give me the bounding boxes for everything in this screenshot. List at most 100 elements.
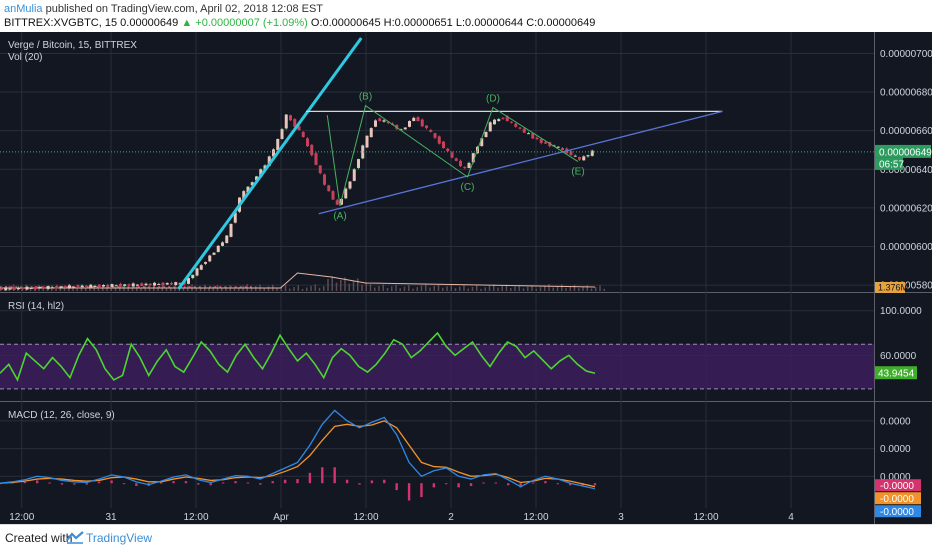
countdown-badge-text: 06:57 — [879, 159, 904, 170]
macd-value-badge — [875, 479, 921, 492]
macd-histogram-bar — [432, 483, 436, 488]
volume-bar — [403, 286, 406, 291]
candle-body — [450, 152, 454, 158]
volume-bar — [429, 287, 431, 291]
volume-bar — [297, 285, 299, 291]
candle-body — [361, 145, 365, 159]
volume-bar — [416, 287, 418, 291]
candle — [219, 286, 222, 289]
last-price-badge — [875, 144, 931, 158]
candle-body — [191, 274, 195, 279]
wave-path — [326, 104, 579, 207]
volume-bar — [46, 286, 49, 291]
volume-ma-line — [0, 272, 596, 289]
candle-body — [535, 137, 539, 140]
candle-body — [374, 120, 377, 127]
countdown-badge — [875, 157, 903, 170]
candle — [40, 286, 43, 289]
candle-body — [250, 182, 254, 186]
wave-label: (E) — [571, 167, 584, 178]
price-axis-tick-label: 0.00000680 — [880, 88, 932, 99]
macd-histogram-bar — [172, 481, 175, 484]
candle-body — [89, 284, 93, 288]
volume-bar — [501, 286, 503, 291]
candle-body — [306, 138, 309, 147]
candle-body — [25, 286, 29, 290]
volume-bar — [233, 288, 236, 291]
candle-body — [8, 288, 12, 290]
volume-bar — [263, 287, 265, 291]
candle-body — [221, 242, 224, 246]
ohlc-line: BITTREX:XVGBTC, 15 0.00000649 ▲ +0.00000… — [4, 17, 595, 29]
volume-bar — [535, 288, 537, 291]
candle — [158, 286, 161, 289]
macd-histogram-bar — [345, 479, 349, 484]
candle-body — [59, 286, 63, 288]
volume-bar — [378, 286, 380, 291]
candle-body — [365, 135, 369, 148]
macd-histogram-bar — [35, 480, 39, 484]
chart-svg[interactable]: 12:00 31 12:00 Apr 12:00 2 12:00 3 12:00 40.00000… — [0, 32, 932, 524]
candle-body — [12, 287, 16, 290]
candle — [168, 286, 171, 289]
candle-body — [289, 115, 292, 121]
volume-bar — [395, 284, 397, 291]
wave-label: (A) — [333, 211, 346, 222]
candle-body — [51, 287, 54, 289]
macd-histogram-bar — [358, 483, 361, 485]
candle-body — [276, 138, 280, 151]
candle-body — [327, 185, 331, 192]
candle-body — [369, 128, 373, 138]
candle-body — [204, 262, 207, 264]
rsi-band — [0, 344, 874, 389]
candle-body — [242, 191, 246, 200]
publish-info: published on TradingView.com, April 02, … — [45, 3, 324, 15]
volume-bar — [301, 288, 304, 291]
candle-body — [153, 282, 156, 286]
volume-bar — [467, 288, 469, 291]
candle-body — [170, 283, 173, 285]
candle — [209, 286, 212, 289]
volume-bar — [42, 288, 44, 291]
candle-body — [437, 136, 441, 144]
rsi-pane-title: RSI (14, hl2) — [8, 301, 64, 312]
macd-value-badge — [875, 492, 921, 505]
price-axis-tick-label: 0.00000600 — [880, 242, 932, 253]
macd-value-badge-text: -0.0000 — [880, 507, 914, 518]
candle-body — [569, 151, 573, 156]
author-link[interactable]: anMulia — [4, 3, 43, 15]
candle-body — [199, 265, 203, 270]
candle-body — [556, 146, 560, 148]
macd-pane-title: MACD (12, 26, close, 9) — [8, 410, 115, 421]
candle-body — [144, 283, 148, 286]
candle-body — [187, 278, 190, 284]
volume-bar — [425, 284, 427, 291]
macd-line — [0, 409, 596, 490]
candle-body — [433, 133, 437, 138]
volume-bar — [144, 286, 146, 291]
volume-bar — [310, 285, 312, 291]
volume-bar — [340, 280, 342, 291]
candle-body — [165, 283, 169, 285]
candle-body — [225, 235, 229, 244]
tradingview-brand[interactable]: TradingView — [86, 531, 153, 545]
candle-body — [412, 117, 416, 121]
price-axis-tick-label: 0.00000660 — [880, 126, 932, 137]
macd-histogram-bar — [259, 483, 262, 485]
last-price: 0.00000649 — [120, 17, 179, 29]
candle-body — [518, 127, 522, 129]
volume-bar — [552, 287, 554, 291]
x-axis-tick-label: 3 — [618, 512, 624, 523]
candle — [193, 286, 196, 289]
candle-body — [123, 284, 127, 286]
macd-histogram-bar — [197, 483, 200, 485]
candle-body — [174, 282, 178, 285]
volume-bar — [488, 285, 491, 291]
volume-bar — [590, 288, 593, 291]
macd-histogram-bar — [383, 479, 386, 484]
volume-bar — [0, 289, 2, 291]
volume-badge — [875, 282, 905, 293]
macd-histogram-bar — [296, 479, 299, 484]
volume-bar — [556, 285, 559, 291]
chart-canvas[interactable]: 12:00 31 12:00 Apr 12:00 2 12:00 3 12:00 4 0.00000… — [0, 32, 932, 524]
